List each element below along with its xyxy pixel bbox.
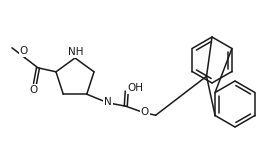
Text: O: O [20,46,28,56]
Text: OH: OH [128,83,144,93]
Text: O: O [141,107,149,117]
Text: O: O [30,85,38,95]
Text: NH: NH [68,47,84,57]
Text: N: N [104,97,112,107]
